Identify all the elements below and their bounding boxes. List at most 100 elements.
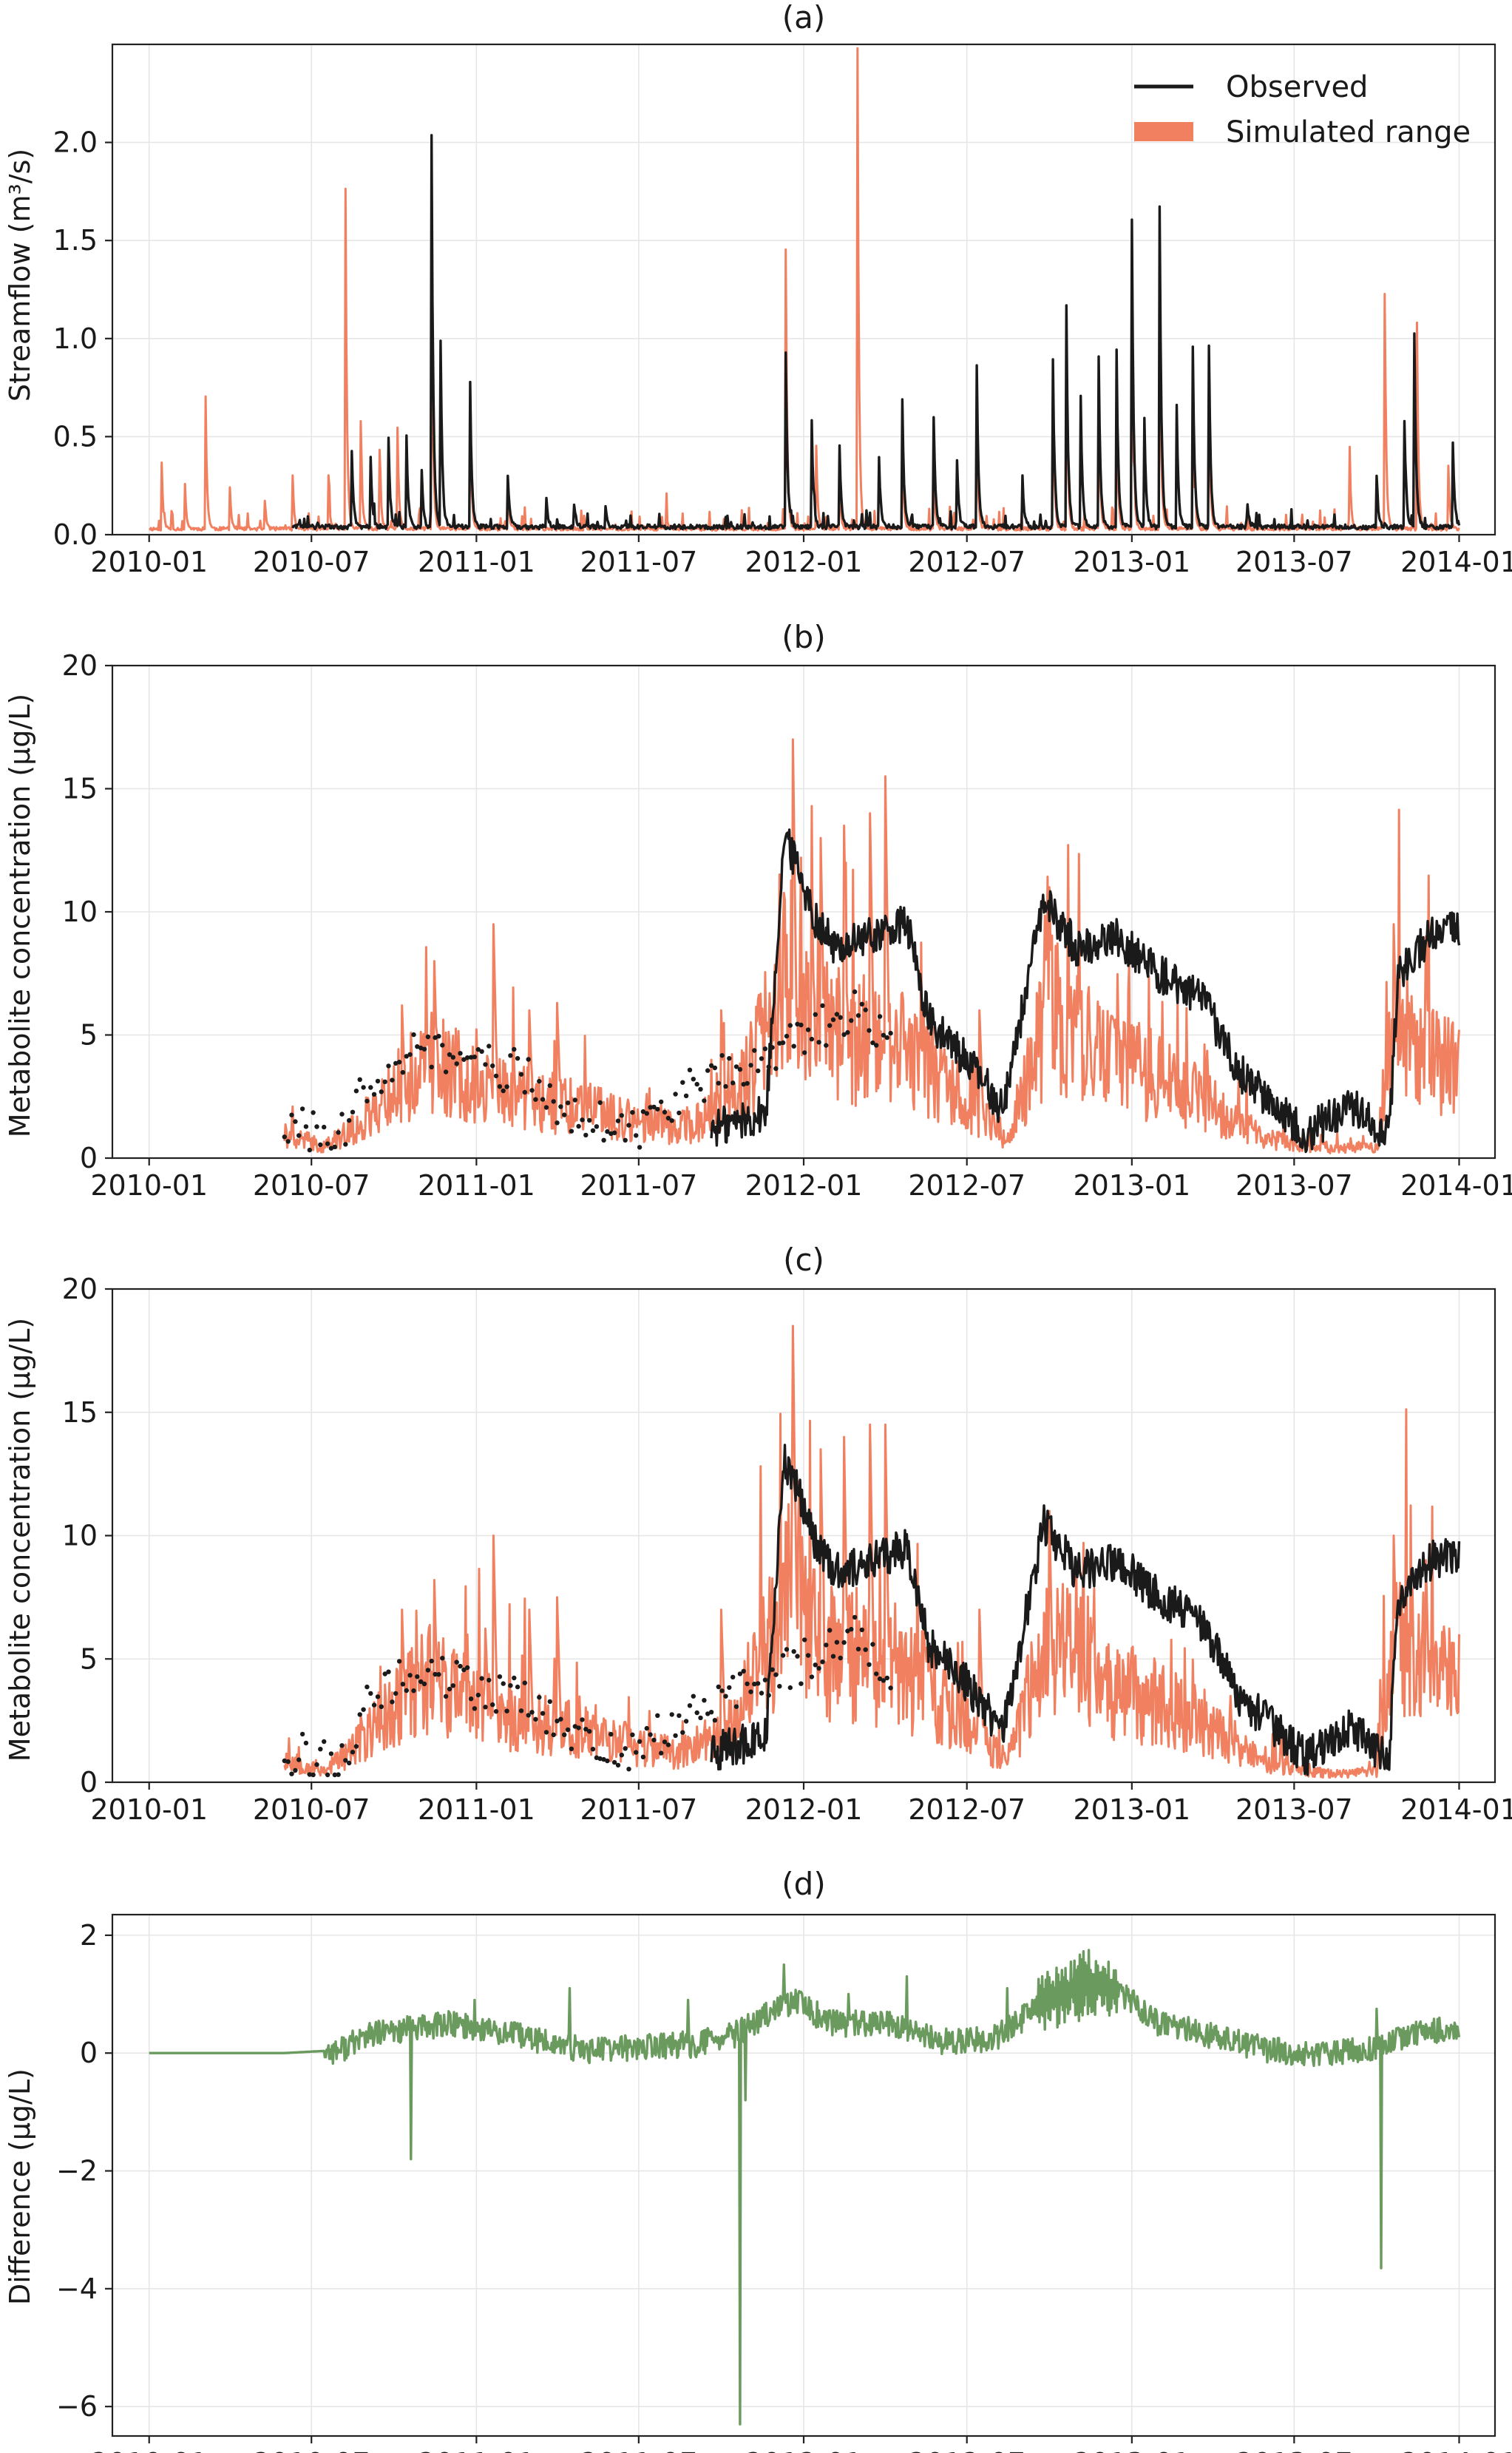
observed-dot bbox=[677, 1713, 682, 1719]
panel-d-axes: 2010-01 2010-07 2011-01 2011-07 2012-01 2012-… bbox=[56, 1913, 1512, 2453]
observed-dot bbox=[799, 1022, 804, 1028]
observed-dot bbox=[440, 1043, 445, 1048]
x-tick-label: 2012-07 bbox=[908, 1169, 1025, 1202]
y-tick-label: 0.5 bbox=[53, 420, 98, 453]
observed-dot bbox=[694, 1710, 699, 1716]
panel-c: (c) Metabolite concentration (μg/L) 2010… bbox=[4, 1242, 1512, 1826]
observed-dot bbox=[838, 1655, 843, 1661]
observed-dot bbox=[877, 1676, 883, 1682]
observed-dot bbox=[289, 1771, 294, 1776]
observed-dot bbox=[640, 1754, 646, 1759]
observed-dot bbox=[791, 1043, 796, 1049]
observed-dot bbox=[332, 1144, 337, 1150]
observed-dot bbox=[630, 1110, 635, 1115]
observed-dot bbox=[425, 1668, 431, 1673]
series-observed-line bbox=[710, 828, 1461, 1154]
observed-dot bbox=[698, 1715, 703, 1721]
y-tick-label: 15 bbox=[62, 1396, 98, 1429]
observed-dot bbox=[630, 1732, 635, 1737]
observed-dot bbox=[332, 1772, 337, 1778]
observed-dot bbox=[479, 1049, 484, 1055]
observed-dot bbox=[461, 1667, 467, 1673]
observed-dot bbox=[314, 1124, 319, 1129]
observed-dot bbox=[487, 1677, 492, 1683]
observed-dot bbox=[518, 1708, 524, 1713]
observed-dot bbox=[429, 1658, 434, 1664]
observed-dot bbox=[683, 1719, 689, 1724]
observed-dot bbox=[777, 1684, 782, 1689]
observed-dot bbox=[443, 1069, 449, 1075]
observed-dot bbox=[766, 1064, 771, 1069]
observed-dot bbox=[436, 1672, 441, 1677]
observed-dot bbox=[343, 1142, 348, 1147]
observed-dot bbox=[562, 1112, 567, 1117]
observed-dot bbox=[615, 1118, 621, 1123]
observed-dot bbox=[665, 1115, 671, 1121]
observed-dot bbox=[475, 1692, 481, 1698]
observed-dot bbox=[487, 1043, 492, 1049]
observed-dot bbox=[594, 1755, 600, 1760]
observed-dot bbox=[852, 1614, 858, 1620]
observed-dot bbox=[759, 1056, 765, 1061]
observed-dot bbox=[716, 1684, 721, 1690]
observed-dot bbox=[830, 1654, 836, 1659]
x-tick-label: 2012-01 bbox=[745, 546, 863, 578]
x-tick-label: 2011-07 bbox=[580, 1793, 697, 1826]
observed-dot bbox=[339, 1743, 345, 1748]
x-tick-label: 2013-01 bbox=[1073, 546, 1190, 578]
observed-dot bbox=[475, 1046, 481, 1052]
panel-d-ylabel: Difference (μg/L) bbox=[4, 2068, 36, 2305]
panel-d-gridlines bbox=[112, 1915, 1495, 2436]
observed-dot bbox=[390, 1077, 395, 1083]
observed-dot bbox=[813, 1662, 818, 1668]
y-tick-label: 0.0 bbox=[53, 518, 98, 551]
observed-dot bbox=[512, 1675, 517, 1681]
observed-dot bbox=[343, 1758, 348, 1763]
x-tick-label: 2011-01 bbox=[418, 1169, 535, 1202]
observed-dot bbox=[393, 1691, 399, 1696]
x-tick-label: 2014-01 bbox=[1400, 1169, 1512, 1202]
observed-dot bbox=[651, 1737, 657, 1743]
observed-dot bbox=[558, 1104, 563, 1109]
y-tick-label: 0 bbox=[80, 2037, 98, 2069]
observed-dot bbox=[396, 1659, 402, 1664]
observed-dot bbox=[353, 1744, 359, 1749]
observed-dot bbox=[421, 1681, 427, 1687]
observed-dot bbox=[874, 1671, 879, 1677]
observed-dot bbox=[497, 1084, 503, 1089]
observed-dot bbox=[436, 1034, 441, 1039]
observed-dot bbox=[569, 1129, 574, 1134]
observed-dot bbox=[461, 1057, 467, 1062]
observed-dot bbox=[816, 1040, 821, 1045]
observed-dot bbox=[881, 1032, 886, 1038]
observed-dot bbox=[877, 1014, 883, 1019]
observed-dot bbox=[637, 1145, 643, 1150]
observed-dot bbox=[407, 1052, 413, 1058]
observed-dot bbox=[752, 1048, 757, 1053]
observed-dot bbox=[497, 1674, 503, 1679]
legend-simulated-label: Simulated range bbox=[1226, 115, 1471, 149]
y-tick-label: 15 bbox=[62, 773, 98, 805]
observed-dot bbox=[841, 1640, 847, 1645]
observed-dot bbox=[569, 1746, 574, 1751]
panel-a-legend: Observed Simulated range bbox=[1134, 70, 1471, 149]
observed-dot bbox=[555, 1120, 560, 1126]
x-tick-label: 2010-01 bbox=[90, 546, 208, 578]
observed-dot bbox=[665, 1742, 671, 1747]
observed-dot bbox=[382, 1079, 387, 1085]
observed-dot bbox=[820, 1003, 825, 1009]
observed-dot bbox=[580, 1717, 585, 1722]
y-tick-label: 20 bbox=[62, 649, 98, 682]
series-simulated bbox=[283, 738, 1460, 1154]
observed-dot bbox=[755, 1681, 761, 1686]
observed-dot bbox=[526, 1057, 531, 1062]
observed-dot bbox=[472, 1706, 478, 1711]
observed-dot bbox=[702, 1098, 707, 1103]
observed-dot bbox=[867, 1662, 872, 1667]
x-tick-label: 2013-07 bbox=[1235, 1793, 1353, 1826]
observed-dot bbox=[637, 1739, 643, 1745]
observed-dot bbox=[802, 1637, 807, 1642]
observed-dot bbox=[655, 1106, 660, 1112]
observed-dot bbox=[493, 1709, 499, 1714]
observed-dot bbox=[727, 1685, 732, 1691]
